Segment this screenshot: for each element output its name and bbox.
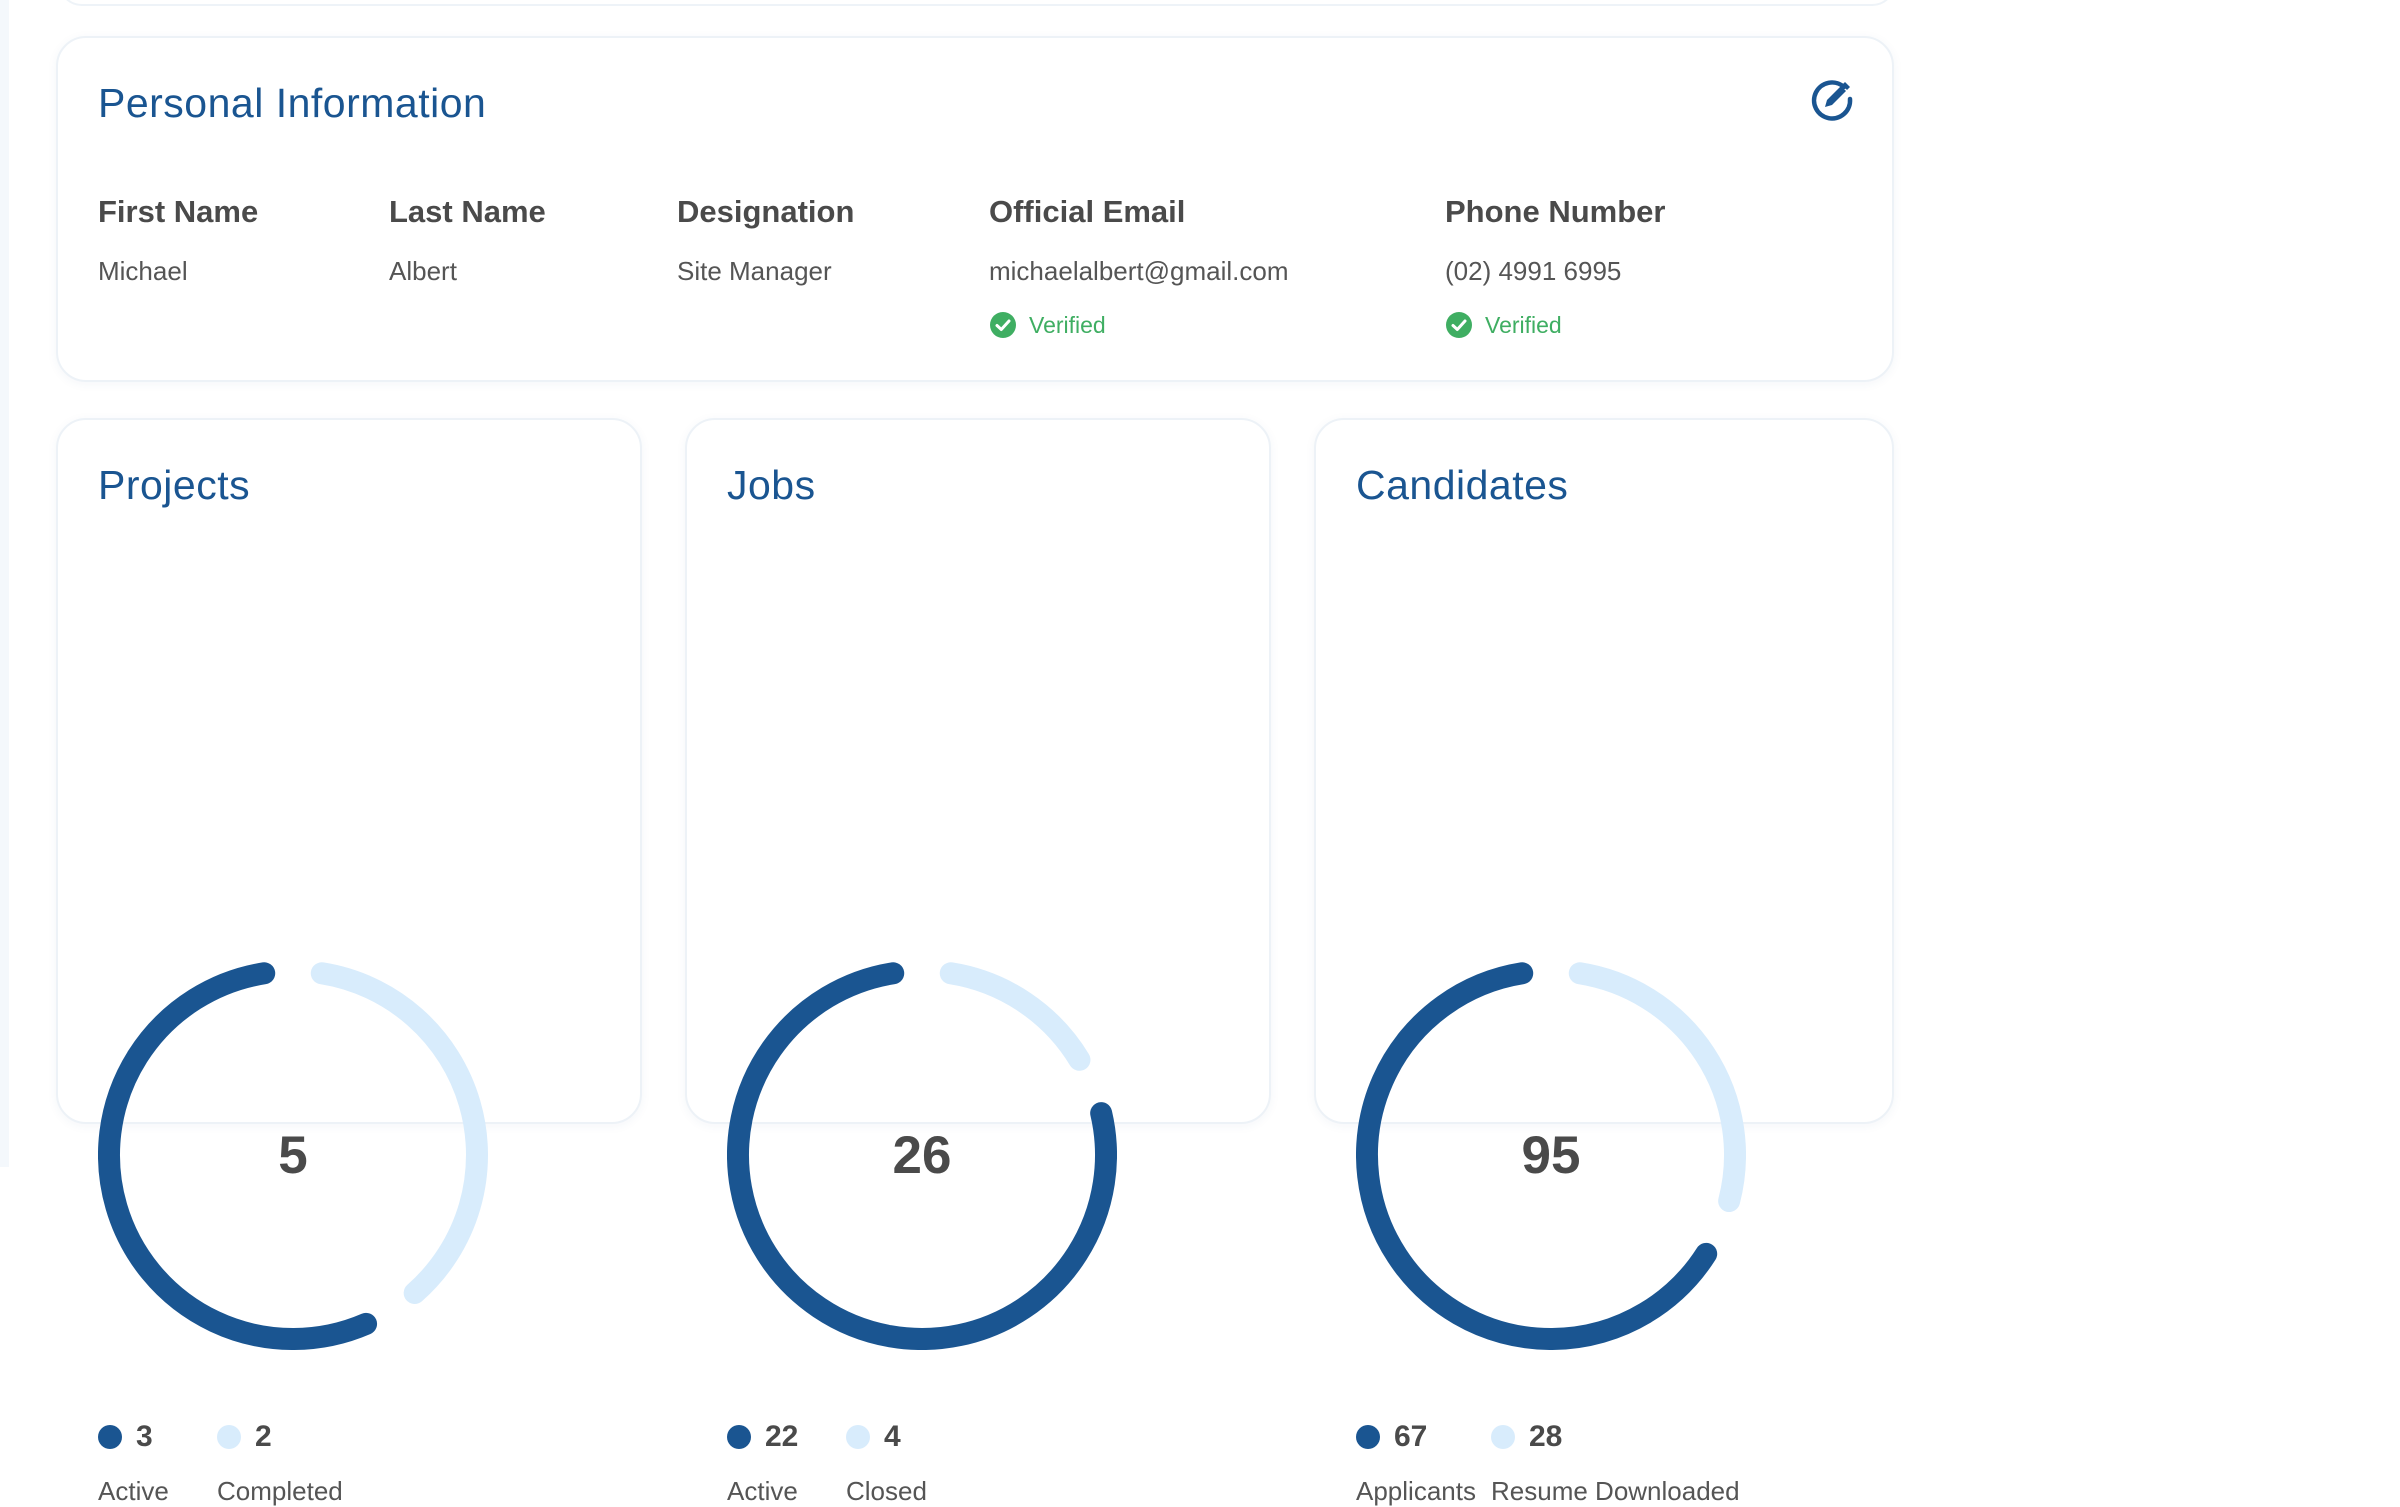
secondary-arc [1568,962,1746,1213]
candidates-card: Candidates 95 67 Applicants 28 Resume Do… [1314,418,1894,1506]
field-first-name: First Name Michael [98,194,258,287]
projects-total: 5 [278,1125,308,1185]
legend-primary: 67 Applicants [1356,1420,1476,1507]
legend-primary-label: Applicants [1356,1476,1476,1506]
jobs-total: 26 [892,1125,952,1185]
field-value: Site Manager [677,256,832,286]
field-value: michaelalbert@gmail.com [989,256,1289,286]
candidates-total: 95 [1521,1125,1581,1185]
field-label: Phone Number [1445,194,1666,229]
previous-card-edge [58,0,1896,6]
candidates-donut: 95 [1356,960,1746,1350]
field-last-name: Last Name Albert [389,194,546,287]
primary-dot [1356,1425,1380,1449]
check-circle-icon [990,312,1016,338]
secondary-dot [846,1425,870,1449]
check-circle-icon [1446,312,1472,338]
legend-primary-value: 67 [1394,1420,1428,1453]
primary-dot [98,1425,122,1449]
edit-pen-icon[interactable] [1808,76,1856,124]
left-edge [0,0,9,1167]
field-value: Albert [389,256,457,286]
field-value: (02) 4991 6995 [1445,256,1622,286]
legend-secondary: 28 Resume Downloaded [1491,1420,1740,1507]
projects-donut: 5 [98,960,488,1350]
personal-information-card: Personal Information First Name Michael … [56,36,1894,382]
jobs-title: Jobs [727,462,816,508]
field-designation: Designation Site Manager [677,194,854,287]
verified-badge: Verified [989,311,1289,339]
legend-primary-value: 3 [136,1420,153,1453]
verified-text: Verified [1029,311,1106,338]
legend-secondary-label: Completed [217,1476,343,1506]
legend-primary-label: Active [98,1476,169,1506]
secondary-arc [939,962,1091,1071]
legend-secondary-label: Resume Downloaded [1491,1476,1740,1506]
verified-text: Verified [1485,311,1562,338]
legend-secondary-value: 28 [1529,1420,1563,1453]
personal-information-title: Personal Information [98,80,487,126]
secondary-dot [217,1425,241,1449]
field-label: Designation [677,194,855,229]
verified-badge: Verified [1445,311,1665,339]
field-label: First Name [98,194,259,229]
candidates-title: Candidates [1356,462,1569,508]
legend-secondary-value: 4 [884,1420,901,1453]
projects-card: Projects 5 3 Active 2 Completed [56,418,642,1506]
primary-dot [727,1425,751,1449]
legend-primary-label: Active [727,1476,798,1506]
legend-secondary-value: 2 [255,1420,272,1453]
legend-secondary-label: Closed [846,1476,927,1506]
field-label: Official Email [989,194,1186,229]
legend-primary-value: 22 [765,1420,799,1453]
jobs-card: Jobs 26 22 Active 4 Closed [685,418,1271,1506]
secondary-dot [1491,1425,1515,1449]
legend-primary: 3 Active [98,1420,169,1507]
projects-title: Projects [98,462,251,508]
field-label: Last Name [389,194,546,229]
legend-secondary: 2 Completed [217,1420,343,1507]
jobs-donut: 26 [727,960,1117,1350]
legend-secondary: 4 Closed [846,1420,927,1507]
field-official-email: Official Email michaelalbert@gmail.com V… [989,194,1289,339]
legend-primary: 22 Active [727,1420,798,1507]
field-value: Michael [98,256,188,286]
field-phone-number: Phone Number (02) 4991 6995 Verified [1445,194,1665,339]
